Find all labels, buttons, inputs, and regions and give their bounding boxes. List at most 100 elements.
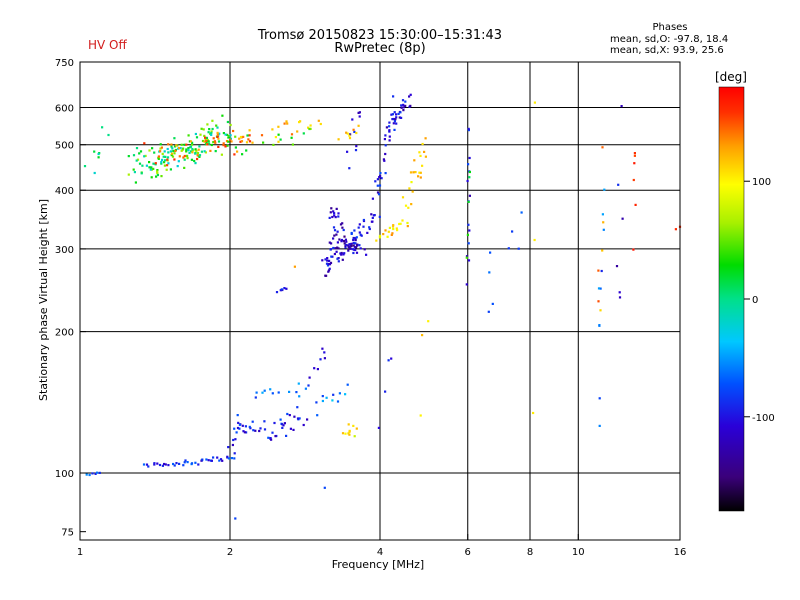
echo-point — [96, 471, 99, 474]
echo-point — [408, 187, 411, 190]
echo-point — [329, 211, 332, 214]
echo-point — [175, 144, 178, 147]
echo-point — [328, 216, 331, 219]
y-axis-label: Stationary phase Virtual Height [km] — [37, 199, 50, 401]
echo-point — [378, 184, 382, 187]
echo-point — [333, 212, 336, 215]
echo-point — [384, 152, 387, 156]
echo-point — [321, 347, 324, 350]
echo-point — [153, 151, 156, 154]
echo-point — [206, 138, 209, 142]
x-tick-label: 8 — [527, 547, 533, 558]
echo-point — [185, 148, 188, 151]
echo-point — [419, 171, 422, 174]
echo-point — [215, 124, 218, 127]
echo-point — [408, 95, 411, 98]
echo-point — [332, 237, 335, 240]
echo-point — [467, 127, 470, 130]
echo-point — [598, 324, 601, 327]
echo-point — [354, 239, 357, 242]
echo-point — [189, 145, 193, 148]
echo-point — [205, 136, 208, 139]
echo-point — [220, 153, 223, 156]
y-tick-label: 500 — [55, 141, 74, 152]
echo-point — [351, 118, 354, 121]
echo-point — [380, 177, 383, 180]
echo-point — [345, 131, 348, 134]
echo-point — [404, 104, 407, 107]
echo-point — [218, 459, 221, 462]
echo-point — [293, 265, 296, 268]
echo-point — [171, 147, 174, 150]
echo-point — [598, 397, 601, 400]
echo-point — [204, 143, 207, 146]
echo-point — [358, 111, 361, 114]
echo-point — [252, 429, 255, 432]
echo-point — [172, 149, 175, 153]
echo-point — [376, 178, 379, 181]
echo-point — [347, 249, 350, 252]
echo-point — [466, 233, 469, 236]
echo-point — [200, 150, 203, 153]
echo-point — [599, 309, 602, 312]
echo-point — [419, 154, 422, 157]
echo-point — [248, 134, 251, 137]
echo-point — [147, 465, 150, 468]
echo-point — [190, 150, 193, 153]
echo-point — [602, 221, 605, 224]
echo-point — [378, 176, 381, 179]
echo-point — [333, 214, 336, 217]
echo-point — [245, 149, 248, 152]
echo-point — [427, 320, 430, 323]
echo-point — [193, 159, 196, 163]
echo-point — [182, 147, 185, 150]
echo-point — [533, 238, 536, 242]
echo-point — [213, 140, 216, 143]
echo-point — [357, 124, 360, 127]
echo-point — [332, 393, 335, 396]
echo-point — [238, 423, 241, 426]
echo-point — [167, 143, 170, 146]
echo-point — [227, 457, 231, 460]
echo-point — [187, 149, 190, 152]
echo-point — [465, 256, 468, 259]
x-tick-label: 16 — [674, 547, 687, 558]
echo-point — [332, 246, 335, 250]
echo-point — [302, 423, 305, 427]
echo-point — [191, 151, 194, 154]
echo-point — [339, 223, 343, 226]
echo-point — [141, 164, 144, 167]
echo-point — [194, 152, 197, 155]
echo-point — [338, 238, 341, 241]
echo-point — [617, 183, 620, 186]
echo-point — [603, 188, 606, 191]
echo-point — [279, 418, 282, 421]
echo-point — [177, 160, 180, 163]
echo-point — [153, 463, 156, 466]
echo-point — [409, 171, 413, 174]
echo-point — [417, 175, 420, 178]
echo-point — [217, 145, 220, 148]
echo-point — [316, 414, 319, 417]
echo-point — [277, 125, 280, 128]
echo-point — [325, 396, 328, 399]
echo-point — [348, 247, 351, 250]
echo-point — [489, 251, 492, 254]
echo-point — [319, 358, 322, 361]
echo-point — [271, 392, 274, 395]
echo-point — [520, 211, 523, 214]
echo-point — [336, 400, 340, 403]
echo-point — [186, 154, 189, 157]
echo-point — [191, 141, 194, 144]
echo-point — [166, 156, 170, 159]
echo-point — [326, 264, 330, 267]
echo-point — [358, 244, 361, 247]
echo-point — [412, 171, 415, 174]
echo-point — [350, 245, 353, 248]
echo-point — [358, 223, 361, 226]
echo-point — [208, 128, 211, 131]
echo-point — [397, 112, 400, 115]
echo-point — [360, 234, 363, 237]
echo-point — [288, 390, 291, 393]
echo-point — [140, 172, 143, 175]
